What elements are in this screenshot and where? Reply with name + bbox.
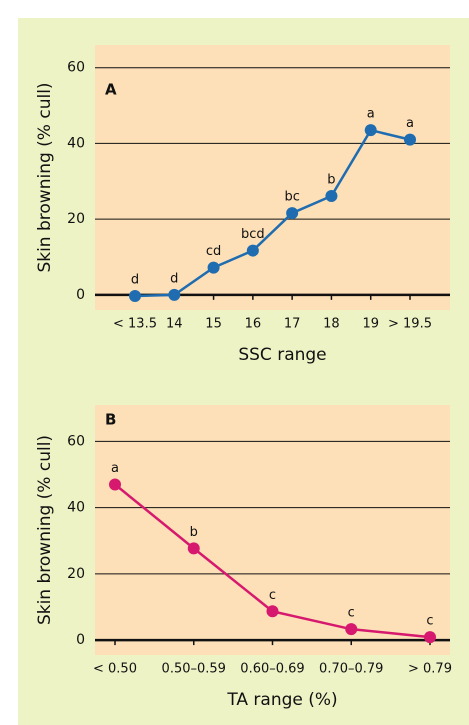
- data-point: [286, 207, 299, 220]
- significance-letter: d: [170, 271, 178, 286]
- data-point: [404, 133, 416, 146]
- x-tick-label: < 13.5: [113, 317, 157, 332]
- data-point: [345, 623, 358, 636]
- data-point: [424, 631, 436, 644]
- x-tick-label: 0.60–0.69: [240, 662, 304, 677]
- y-tick-label: 20: [67, 566, 85, 582]
- data-point: [246, 244, 259, 257]
- data-point: [109, 478, 121, 491]
- significance-letter: c: [269, 588, 276, 603]
- x-tick-label: < 0.50: [93, 662, 137, 677]
- x-axis-title: SSC range: [238, 345, 326, 365]
- data-point: [364, 124, 377, 137]
- y-tick-label: 60: [67, 60, 85, 76]
- y-tick-label: 40: [67, 135, 85, 151]
- y-tick-label: 0: [76, 287, 85, 303]
- panel-label: A: [105, 81, 117, 99]
- data-point: [325, 190, 338, 203]
- x-tick-label: 15: [205, 317, 222, 332]
- significance-letter: bcd: [241, 227, 265, 242]
- data-point: [207, 261, 220, 274]
- significance-letter: d: [131, 272, 139, 287]
- data-point: [266, 605, 279, 618]
- x-tick-label: 0.50–0.59: [162, 662, 226, 677]
- x-tick-label: > 0.79: [408, 662, 452, 677]
- data-point: [187, 542, 200, 555]
- x-tick-label: 18: [323, 317, 340, 332]
- data-line: [134, 128, 411, 298]
- significance-letter: c: [426, 614, 433, 629]
- significance-letter: a: [406, 116, 414, 131]
- y-axis-title: Skin browning (% cull): [35, 435, 55, 625]
- significance-letter: c: [348, 606, 355, 621]
- significance-letter: b: [327, 173, 335, 188]
- y-tick-label: 0: [76, 632, 85, 648]
- data-point: [168, 288, 181, 301]
- y-axis-title: Skin browning (% cull): [35, 82, 55, 272]
- x-tick-label: 14: [166, 317, 183, 332]
- significance-letter: bc: [284, 190, 299, 205]
- x-tick-label: 16: [245, 317, 262, 332]
- y-tick-label: 60: [67, 433, 85, 449]
- x-tick-label: 19: [362, 317, 379, 332]
- y-tick-label: 40: [67, 500, 85, 516]
- data-point: [129, 289, 141, 302]
- x-tick-label: > 19.5: [388, 317, 432, 332]
- x-axis-title: TA range (%): [226, 690, 337, 710]
- significance-letter: a: [111, 461, 119, 476]
- panel-label: B: [105, 411, 116, 429]
- y-tick-label: 20: [67, 211, 85, 227]
- plot-area: [95, 45, 450, 310]
- x-tick-label: 17: [284, 317, 301, 332]
- significance-letter: cd: [206, 244, 221, 259]
- significance-letter: a: [367, 107, 375, 122]
- significance-letter: b: [190, 525, 198, 540]
- plot-area: [95, 405, 450, 655]
- x-tick-label: 0.70–0.79: [319, 662, 383, 677]
